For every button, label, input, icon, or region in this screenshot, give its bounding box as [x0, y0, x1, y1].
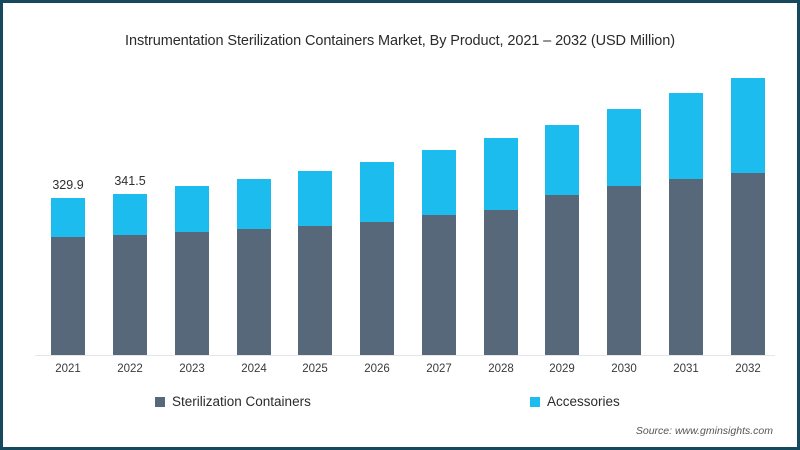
bar-value-label: 341.5 — [114, 174, 146, 188]
legend-swatch-icon — [155, 396, 165, 407]
x-axis-tick-label: 2032 — [735, 363, 761, 375]
bar-segment-accessories — [298, 171, 332, 226]
bar-segment-sterilization-containers — [731, 173, 765, 355]
legend-item[interactable]: Accessories — [530, 394, 620, 409]
bar-segment-accessories — [422, 150, 456, 215]
x-axis-tick-label: 2025 — [302, 363, 328, 375]
chart-title: Instrumentation Sterilization Containers… — [125, 33, 675, 49]
x-axis-tick-label: 2028 — [488, 363, 514, 375]
bar-segment-accessories — [113, 194, 147, 235]
bar-series-layer: 329.9 341.5 — [35, 73, 775, 355]
bar-segment-sterilization-containers — [669, 179, 703, 355]
x-axis-tick-label: 2024 — [241, 363, 267, 375]
bar-segment-sterilization-containers — [175, 232, 209, 355]
bar-segment-accessories — [237, 179, 271, 229]
bar-segment-sterilization-containers — [113, 235, 147, 355]
legend-label: Sterilization Containers — [172, 394, 311, 409]
bar-segment-sterilization-containers — [422, 215, 456, 355]
bar-segment-sterilization-containers — [237, 229, 271, 355]
x-axis-tick-label: 2030 — [611, 363, 637, 375]
x-axis-tick-label: 2031 — [673, 363, 699, 375]
x-axis-tick-label: 2022 — [117, 363, 143, 375]
x-axis-tick-label: 2021 — [55, 363, 81, 375]
bar-segment-accessories — [545, 125, 579, 195]
x-axis-tick-labels: 2021 2022 2023 2024 2025 2026 2027 2028 2029 2030… — [35, 363, 775, 381]
legend-swatch-icon — [530, 396, 540, 407]
bar-segment-accessories — [51, 198, 85, 237]
x-axis-tick-label: 2026 — [364, 363, 390, 375]
bar-segment-accessories — [607, 109, 641, 186]
bar-segment-accessories — [484, 138, 518, 210]
chart-legend: Sterilization Containers Accessories — [3, 394, 797, 416]
bar-segment-sterilization-containers — [607, 186, 641, 355]
x-axis-tick-label: 2029 — [549, 363, 575, 375]
bar-segment-sterilization-containers — [298, 226, 332, 355]
legend-label: Accessories — [547, 394, 620, 409]
chart-canvas: Instrumentation Sterilization Containers… — [3, 3, 797, 447]
source-attribution: Source: www.gminsights.com — [635, 425, 773, 437]
x-axis-tick-label: 2027 — [426, 363, 452, 375]
bar-segment-sterilization-containers — [360, 222, 394, 355]
bar-segment-accessories — [731, 78, 765, 173]
bar-segment-sterilization-containers — [51, 237, 85, 355]
bar-segment-accessories — [669, 93, 703, 179]
legend-item[interactable]: Sterilization Containers — [155, 394, 311, 409]
bar-value-label: 329.9 — [52, 178, 84, 192]
bar-segment-sterilization-containers — [545, 195, 579, 355]
bar-segment-sterilization-containers — [484, 210, 518, 355]
bar-segment-accessories — [360, 162, 394, 222]
bar-segment-accessories — [175, 186, 209, 232]
x-axis-tick-label: 2023 — [179, 363, 205, 375]
axis-baseline — [35, 355, 775, 356]
